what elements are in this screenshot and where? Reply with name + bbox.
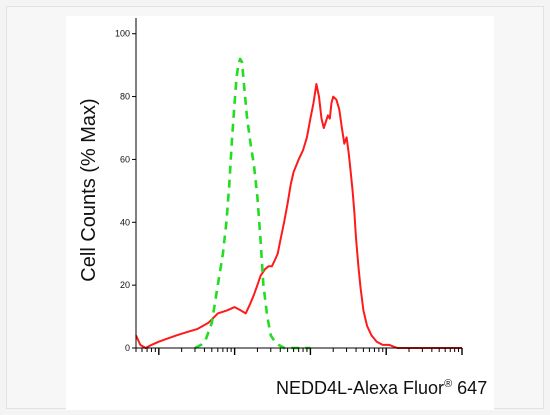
x-axis-label-suffix: 647 — [452, 378, 487, 398]
series-line-dashed — [194, 57, 311, 350]
x-axis-label: NEDD4L-Alexa Fluor® 647 — [276, 378, 487, 398]
y-tick-label: 100 — [115, 29, 130, 39]
x-axis-label-text: NEDD4L-Alexa Fluor — [276, 378, 444, 398]
y-axis-label: Cell Counts (% Max) — [78, 98, 100, 281]
y-tick-label: 60 — [120, 154, 130, 164]
y-tick-label: 20 — [120, 280, 130, 290]
y-tick-label: 80 — [120, 92, 130, 102]
y-tick-label: 40 — [120, 217, 130, 227]
plot-area: 0 20 40 60 80 100 — [115, 18, 463, 355]
registered-mark: ® — [444, 378, 452, 390]
series-line-solid — [135, 83, 462, 349]
y-tick-label: 0 — [125, 343, 130, 353]
